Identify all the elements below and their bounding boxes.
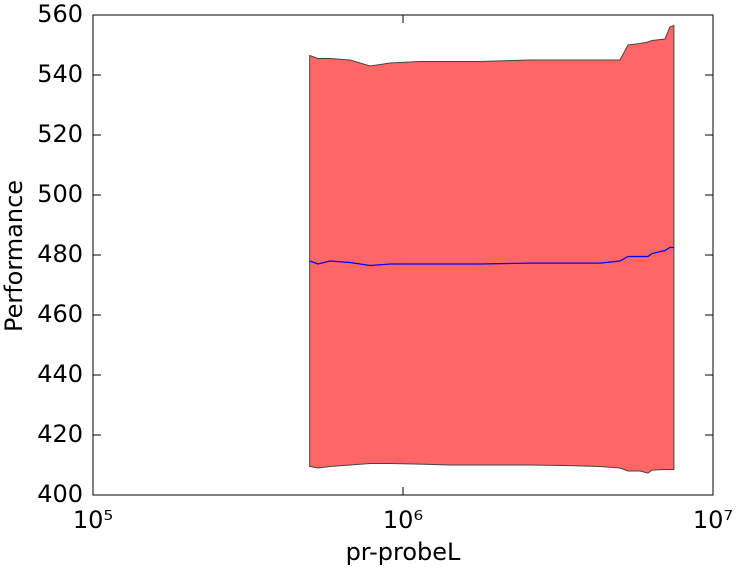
y-tick-label: 400 bbox=[37, 480, 83, 508]
y-tick-label: 420 bbox=[37, 420, 83, 448]
y-tick-label: 560 bbox=[37, 0, 83, 28]
y-tick-label: 480 bbox=[37, 240, 83, 268]
x-tick-label: 10⁷ bbox=[693, 506, 733, 534]
y-tick-label: 540 bbox=[37, 60, 83, 88]
y-tick-label: 460 bbox=[37, 300, 83, 328]
x-axis-label: pr-probeL bbox=[346, 538, 461, 566]
x-tick-label: 10⁶ bbox=[383, 506, 423, 534]
band bbox=[309, 24, 675, 474]
y-axis-label: Performance bbox=[0, 180, 28, 332]
y-tick-label: 440 bbox=[37, 360, 83, 388]
y-tick-label: 500 bbox=[37, 180, 83, 208]
y-tick-label: 520 bbox=[37, 120, 83, 148]
x-tick-label: 10⁵ bbox=[73, 506, 113, 534]
mean-line bbox=[309, 246, 674, 267]
